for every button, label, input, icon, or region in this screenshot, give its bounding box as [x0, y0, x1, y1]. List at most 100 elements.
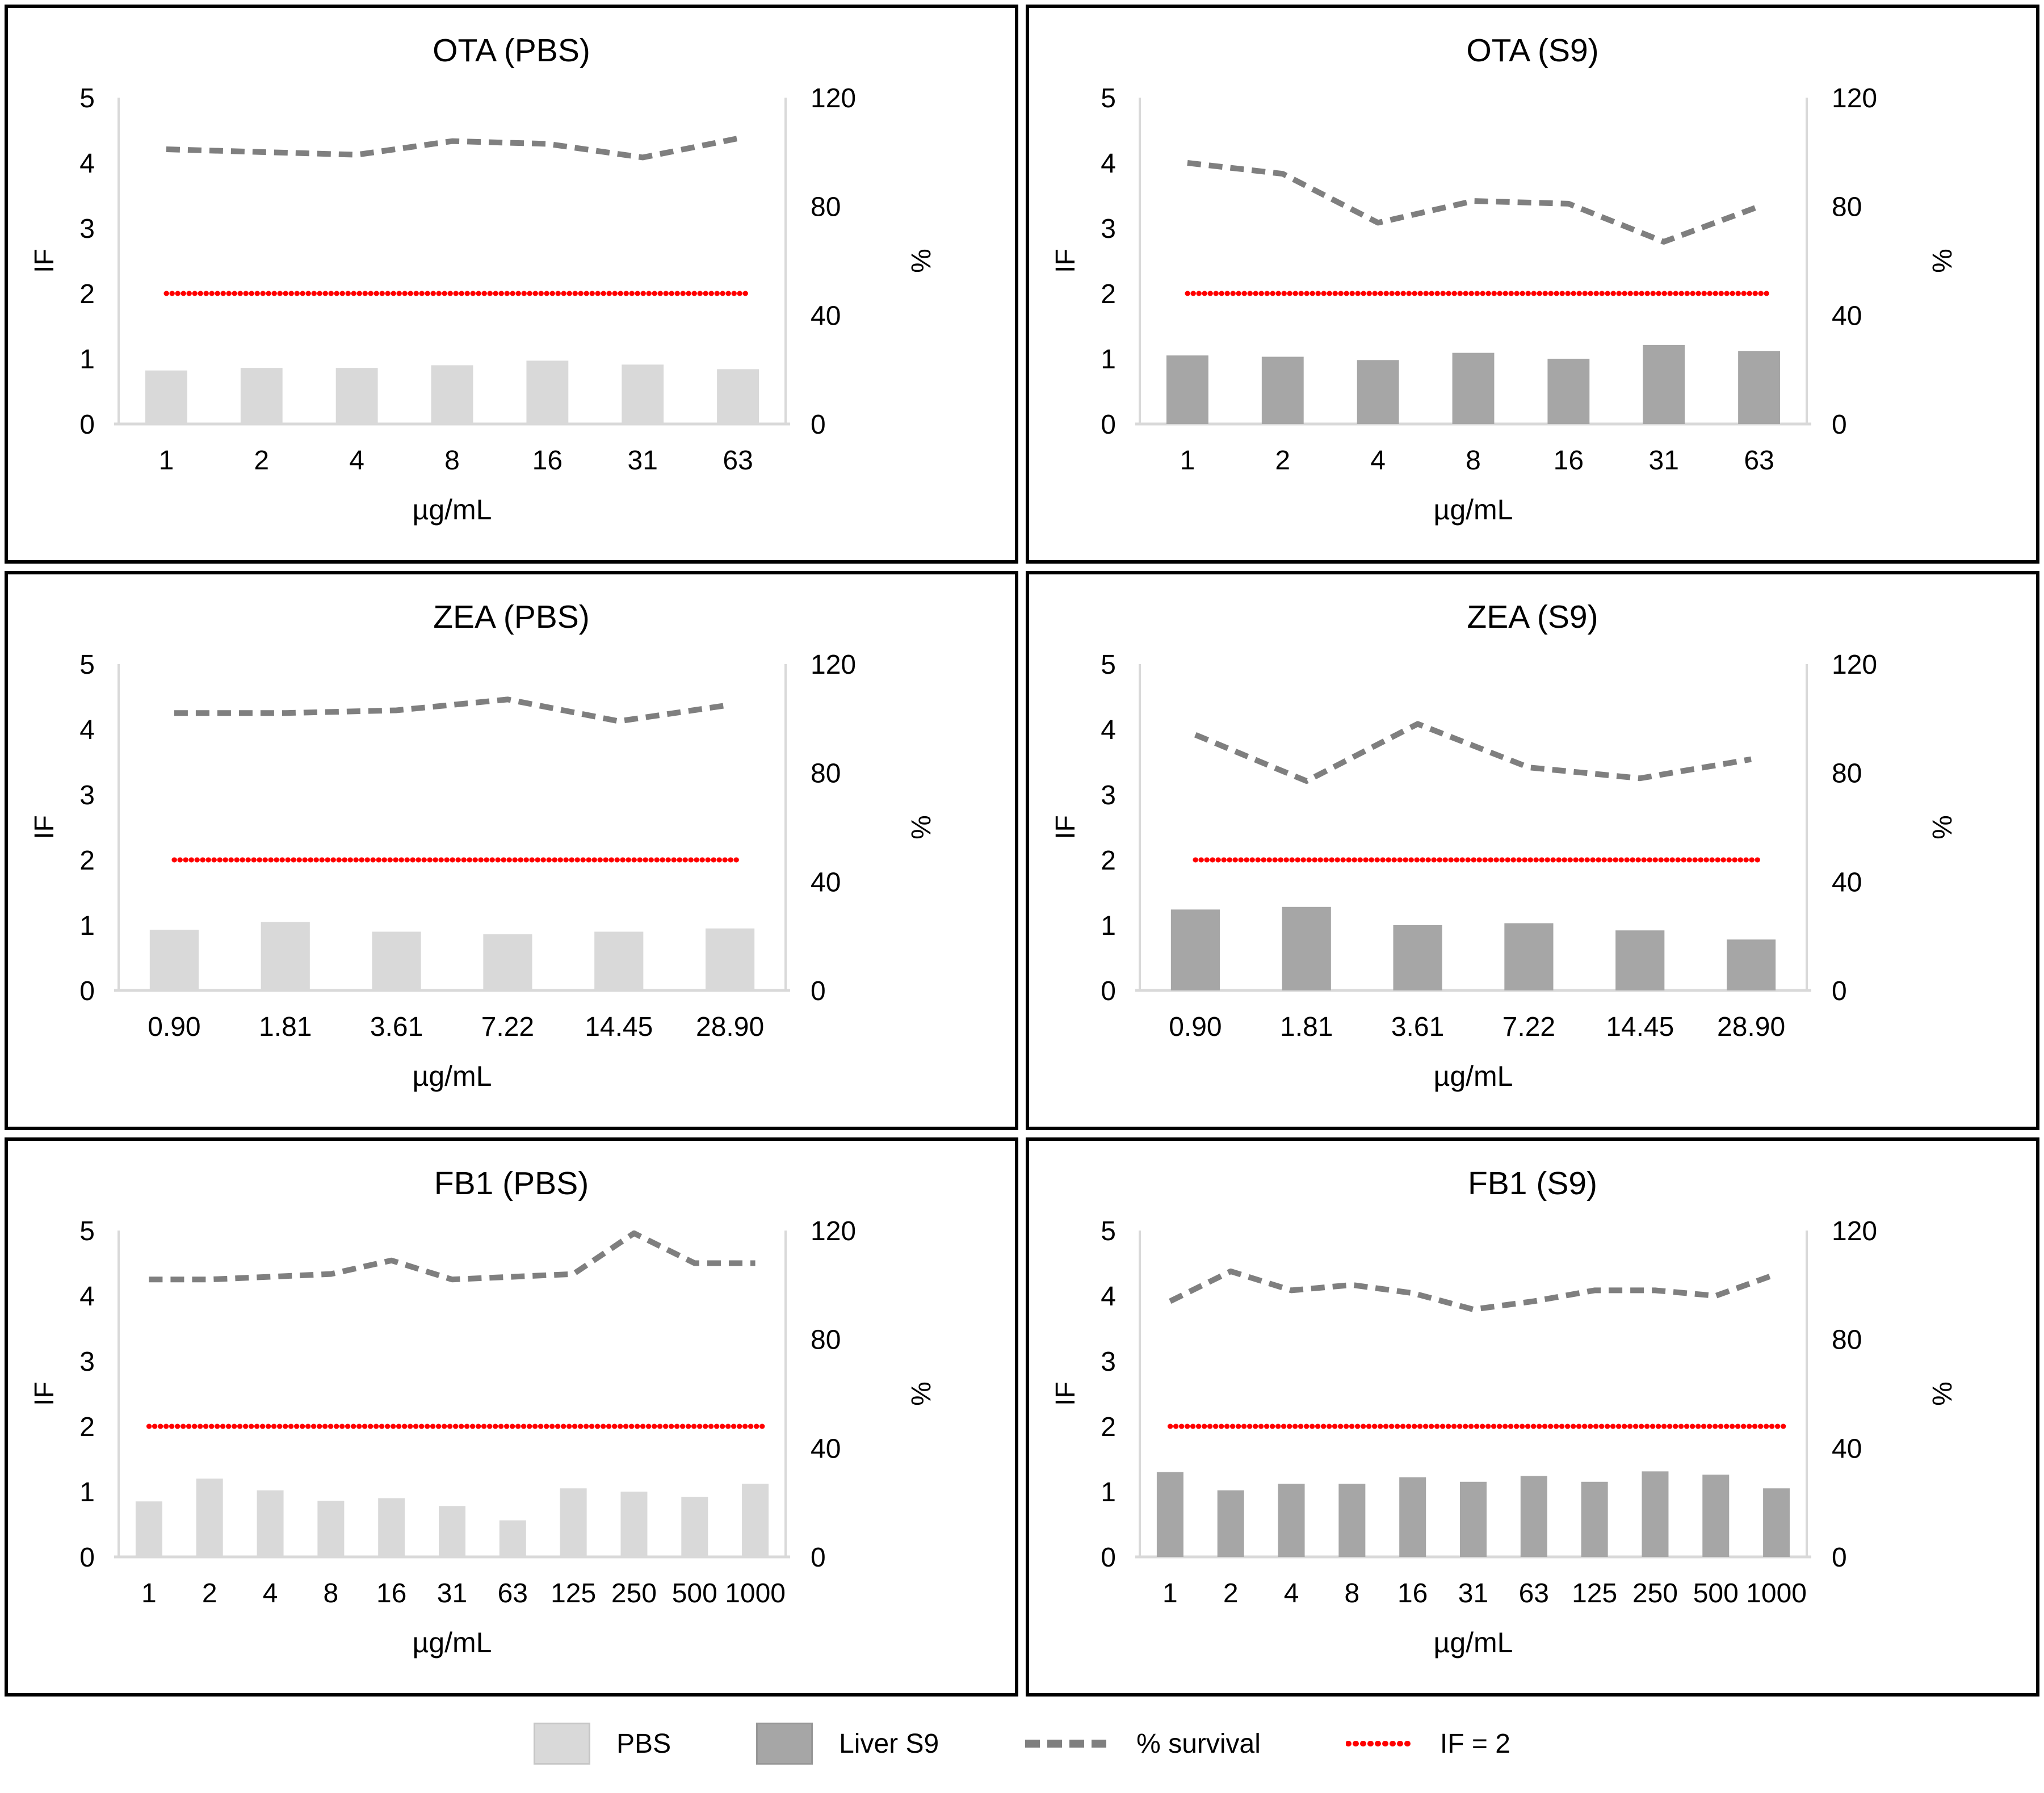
y-tick-right: 120: [811, 650, 856, 680]
bar-0.90: [149, 930, 199, 990]
bar-3.61: [1393, 925, 1442, 990]
y-axis-title-right: %: [906, 1382, 937, 1406]
y-tick-left: 5: [79, 1216, 95, 1246]
y-tick-right: 40: [1832, 1434, 1862, 1464]
x-tick: 1000: [1746, 1578, 1807, 1609]
bar-0.90: [1170, 909, 1220, 990]
x-tick: 8: [1345, 1578, 1360, 1609]
y-tick-left: 4: [79, 715, 95, 745]
chart-title-ota-s9: OTA (S9): [1466, 32, 1599, 69]
y-tick-right: 0: [811, 976, 826, 1006]
x-tick: 4: [1370, 446, 1386, 476]
chart-title-ota-pbs: OTA (PBS): [433, 32, 590, 69]
legend-label-pbs: PBS: [616, 1728, 671, 1759]
panel-ota-pbs: OTA (PBS) 0 1 2 3 4 5 0 40 80 120 IF% 1 2 4 8 16 31 63 µg/…: [5, 5, 1018, 564]
figure-grid: OTA (PBS) 0 1 2 3 4 5 0 40 80 120 IF% 1 2 4 8 16 31 63 µg/…: [5, 5, 2039, 1697]
y-tick-left: 3: [79, 1347, 95, 1377]
bar-2: [240, 368, 283, 424]
x-axis-title: µg/mL: [1434, 1060, 1513, 1092]
y-tick-left: 4: [79, 1282, 95, 1312]
bar-250: [620, 1492, 648, 1557]
y-tick-right: 80: [811, 1325, 841, 1355]
bar-8: [1338, 1484, 1366, 1557]
survival-line: [174, 696, 731, 724]
x-tick: 7.22: [1502, 1012, 1555, 1042]
x-axis-title: µg/mL: [1434, 1627, 1513, 1658]
y-tick-left: 5: [1101, 650, 1116, 680]
chart-title-fb1-pbs: FB1 (PBS): [434, 1165, 589, 1202]
chart-zea-s9: 0 1 2 3 4 5 0 40 80 120 IF % 0.90 1.81 3.61 7.22 14.45 28…: [1051, 650, 1958, 1092]
x-tick: 31: [628, 446, 658, 476]
x-tick: 14.45: [1606, 1012, 1674, 1042]
x-tick: 125: [1572, 1578, 1617, 1609]
bar-31: [1460, 1481, 1487, 1557]
bar-8: [1452, 352, 1495, 424]
x-tick: 1: [1162, 1578, 1178, 1609]
y-axis-title-left: IF: [1051, 815, 1081, 839]
panel-zea-s9: ZEA (S9) 0 1 2 3 4 5 0 40 80 120 IF% 0.90 1.81 3.61 7.…: [1026, 571, 2039, 1130]
x-tick: 4: [349, 446, 364, 476]
bar-2: [1217, 1490, 1244, 1557]
bar-14.45: [1615, 930, 1665, 990]
x-tick: 31: [1458, 1578, 1488, 1609]
x-tick: 1.81: [259, 1012, 312, 1042]
bar-16: [526, 360, 569, 424]
bar-4: [1278, 1484, 1305, 1557]
legend-item-survival: % survival: [1024, 1728, 1261, 1760]
x-tick: 28.90: [696, 1012, 764, 1042]
y-tick-left: 0: [1101, 1543, 1116, 1573]
y-tick-right: 0: [1832, 410, 1847, 440]
bar-63: [717, 369, 759, 424]
y-tick-left: 0: [1101, 976, 1116, 1006]
y-tick-right: 80: [811, 192, 841, 222]
chart-ota-pbs: 0 1 2 3 4 5 0 40 80 120 IF % 1 2 4 8 16 31 63 µg/mL: [30, 83, 937, 526]
x-tick: 31: [1649, 446, 1679, 476]
y-tick-left: 2: [79, 279, 95, 309]
y-tick-left: 5: [1101, 1216, 1116, 1246]
x-tick: 8: [1466, 446, 1481, 476]
y-axis-title-right: %: [906, 815, 937, 839]
x-tick: 250: [1632, 1578, 1678, 1609]
x-tick: 2: [254, 446, 269, 476]
bar-16: [1547, 359, 1590, 424]
x-tick: 250: [611, 1578, 657, 1609]
x-tick: 63: [1519, 1578, 1549, 1609]
bar-125: [560, 1488, 587, 1557]
y-tick-left: 1: [1101, 345, 1116, 375]
x-axis-title: µg/mL: [1434, 494, 1513, 526]
y-tick-left: 2: [79, 846, 95, 876]
bar-1: [135, 1501, 162, 1557]
x-tick: 4: [263, 1578, 278, 1609]
x-tick: 63: [498, 1578, 528, 1609]
chart-ota-s9: 0 1 2 3 4 5 0 40 80 120 IF % 1 2 4 8 16 31 63 µg/mL: [1051, 83, 1958, 526]
y-tick-left: 2: [1101, 1412, 1116, 1442]
x-tick: 2: [1275, 446, 1290, 476]
bar-3.61: [372, 931, 421, 990]
y-tick-left: 2: [1101, 846, 1116, 876]
x-tick: 8: [444, 446, 460, 476]
bar-2: [196, 1479, 223, 1557]
x-tick: 8: [324, 1578, 339, 1609]
panel-fb1-s9: FB1 (S9) 0 1 2 3 4 5 0 40 80 120 IF% 1 2 4 8 16 31 63 125 2…: [1026, 1137, 2039, 1697]
bar-28.90: [1727, 939, 1776, 990]
x-tick: 16: [1554, 446, 1584, 476]
y-tick-left: 1: [79, 911, 95, 941]
y-tick-left: 3: [1101, 1347, 1116, 1377]
x-tick: 28.90: [1717, 1012, 1785, 1042]
chart-zea-pbs: 0 1 2 3 4 5 0 40 80 120 IF % 0.90 1.81 3.61 7.22 14.45 28…: [30, 650, 937, 1092]
y-tick-left: 5: [1101, 83, 1116, 114]
y-tick-right: 0: [1832, 976, 1847, 1006]
bar-63: [499, 1520, 526, 1557]
y-tick-right: 40: [1832, 867, 1862, 897]
panel-fb1-pbs: FB1 (PBS) 0 1 2 3 4 5 0 40 80 120 IF% 1 2 4 8 16 31 63 125…: [5, 1137, 1018, 1697]
bar-31: [622, 364, 664, 424]
y-tick-right: 40: [811, 867, 841, 897]
y-tick-left: 3: [1101, 780, 1116, 811]
bar-31: [439, 1506, 465, 1557]
y-tick-left: 3: [1101, 214, 1116, 244]
y-tick-right: 80: [1832, 1325, 1862, 1355]
y-tick-left: 4: [79, 149, 95, 179]
y-axis-title-right: %: [906, 249, 937, 273]
bar-63: [1738, 351, 1780, 424]
x-axis-title: µg/mL: [413, 1627, 492, 1658]
